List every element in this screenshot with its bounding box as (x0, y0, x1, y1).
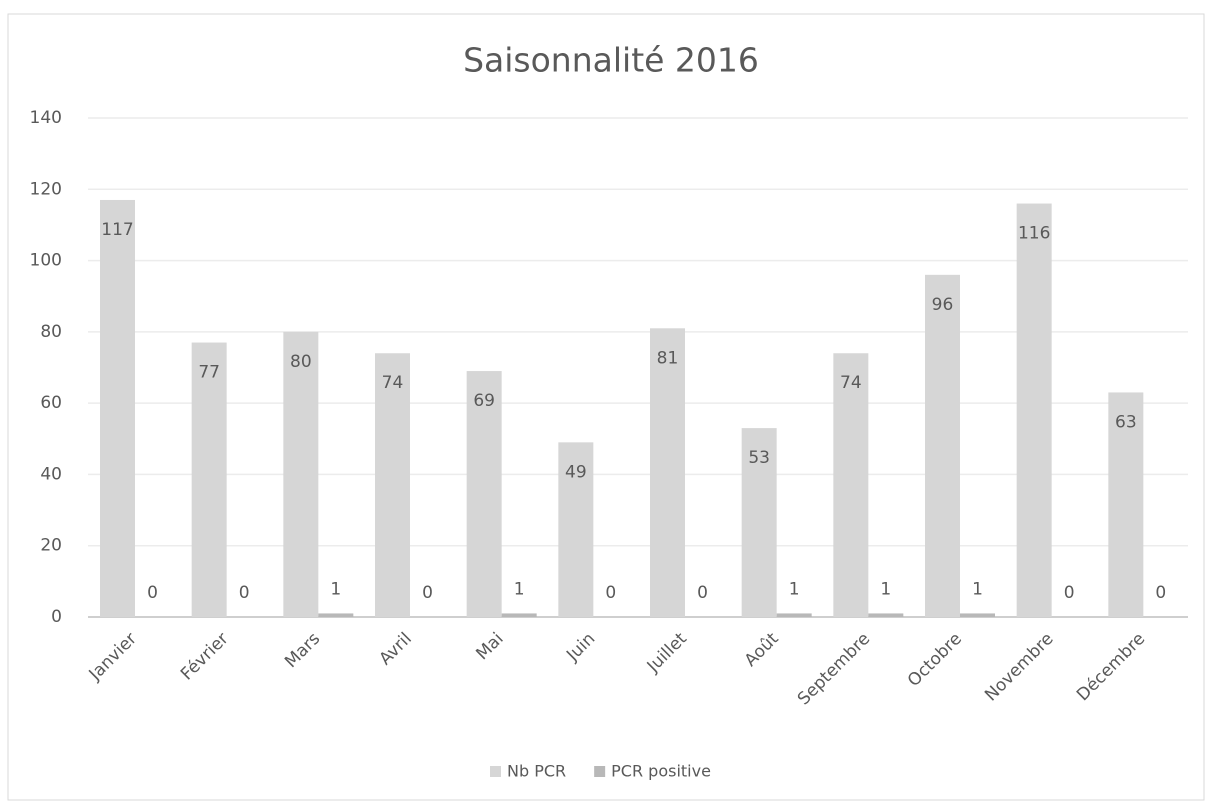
data-label: 0 (422, 583, 433, 603)
bar (925, 274, 960, 617)
data-label: 0 (147, 583, 158, 603)
y-tick-label: 0 (51, 607, 62, 627)
data-label: 63 (1115, 412, 1137, 432)
data-label: 0 (1155, 583, 1166, 603)
data-label: 77 (198, 363, 220, 383)
bar (466, 371, 502, 617)
data-label: 1 (880, 579, 891, 599)
data-label: 74 (382, 373, 404, 393)
bar (558, 442, 594, 617)
y-tick-label: 60 (40, 393, 62, 413)
legend-label: Nb PCR (507, 762, 566, 781)
bar (960, 613, 995, 617)
y-tick-label: 40 (40, 464, 62, 484)
data-label: 69 (473, 391, 495, 411)
bar (318, 613, 354, 617)
data-label: 0 (239, 583, 250, 603)
y-tick-label: 80 (40, 322, 62, 342)
bar (191, 342, 227, 617)
bar (741, 428, 777, 617)
y-tick-label: 100 (30, 251, 62, 271)
data-label: 1 (330, 579, 341, 599)
data-label: 0 (1064, 583, 1075, 603)
bar (501, 613, 537, 617)
bar (1108, 392, 1144, 617)
data-label: 74 (840, 373, 862, 393)
bar (650, 328, 685, 617)
bar (375, 353, 410, 617)
data-label: 1 (972, 579, 983, 599)
y-tick-label: 140 (30, 108, 62, 128)
y-tick-label: 20 (40, 536, 62, 556)
legend-swatch (490, 766, 501, 777)
data-label: 0 (697, 583, 708, 603)
data-label: 117 (101, 220, 133, 240)
bar (100, 199, 135, 617)
legend-label: PCR positive (611, 762, 711, 781)
y-tick-label: 120 (30, 179, 62, 199)
bar (1016, 203, 1052, 618)
data-label: 81 (657, 348, 679, 368)
data-label: 53 (748, 448, 770, 468)
data-label: 1 (789, 579, 800, 599)
bar (833, 353, 869, 617)
bar (868, 613, 904, 617)
bar (283, 331, 319, 617)
chart-title: Saisonnalité 2016 (463, 41, 759, 80)
data-label: 96 (932, 295, 954, 315)
data-label: 1 (514, 579, 525, 599)
legend-swatch (594, 766, 606, 777)
data-label: 116 (1018, 224, 1050, 244)
bar (776, 613, 812, 617)
data-label: 80 (290, 352, 312, 372)
data-label: 49 (565, 462, 587, 482)
data-label: 0 (605, 583, 616, 603)
